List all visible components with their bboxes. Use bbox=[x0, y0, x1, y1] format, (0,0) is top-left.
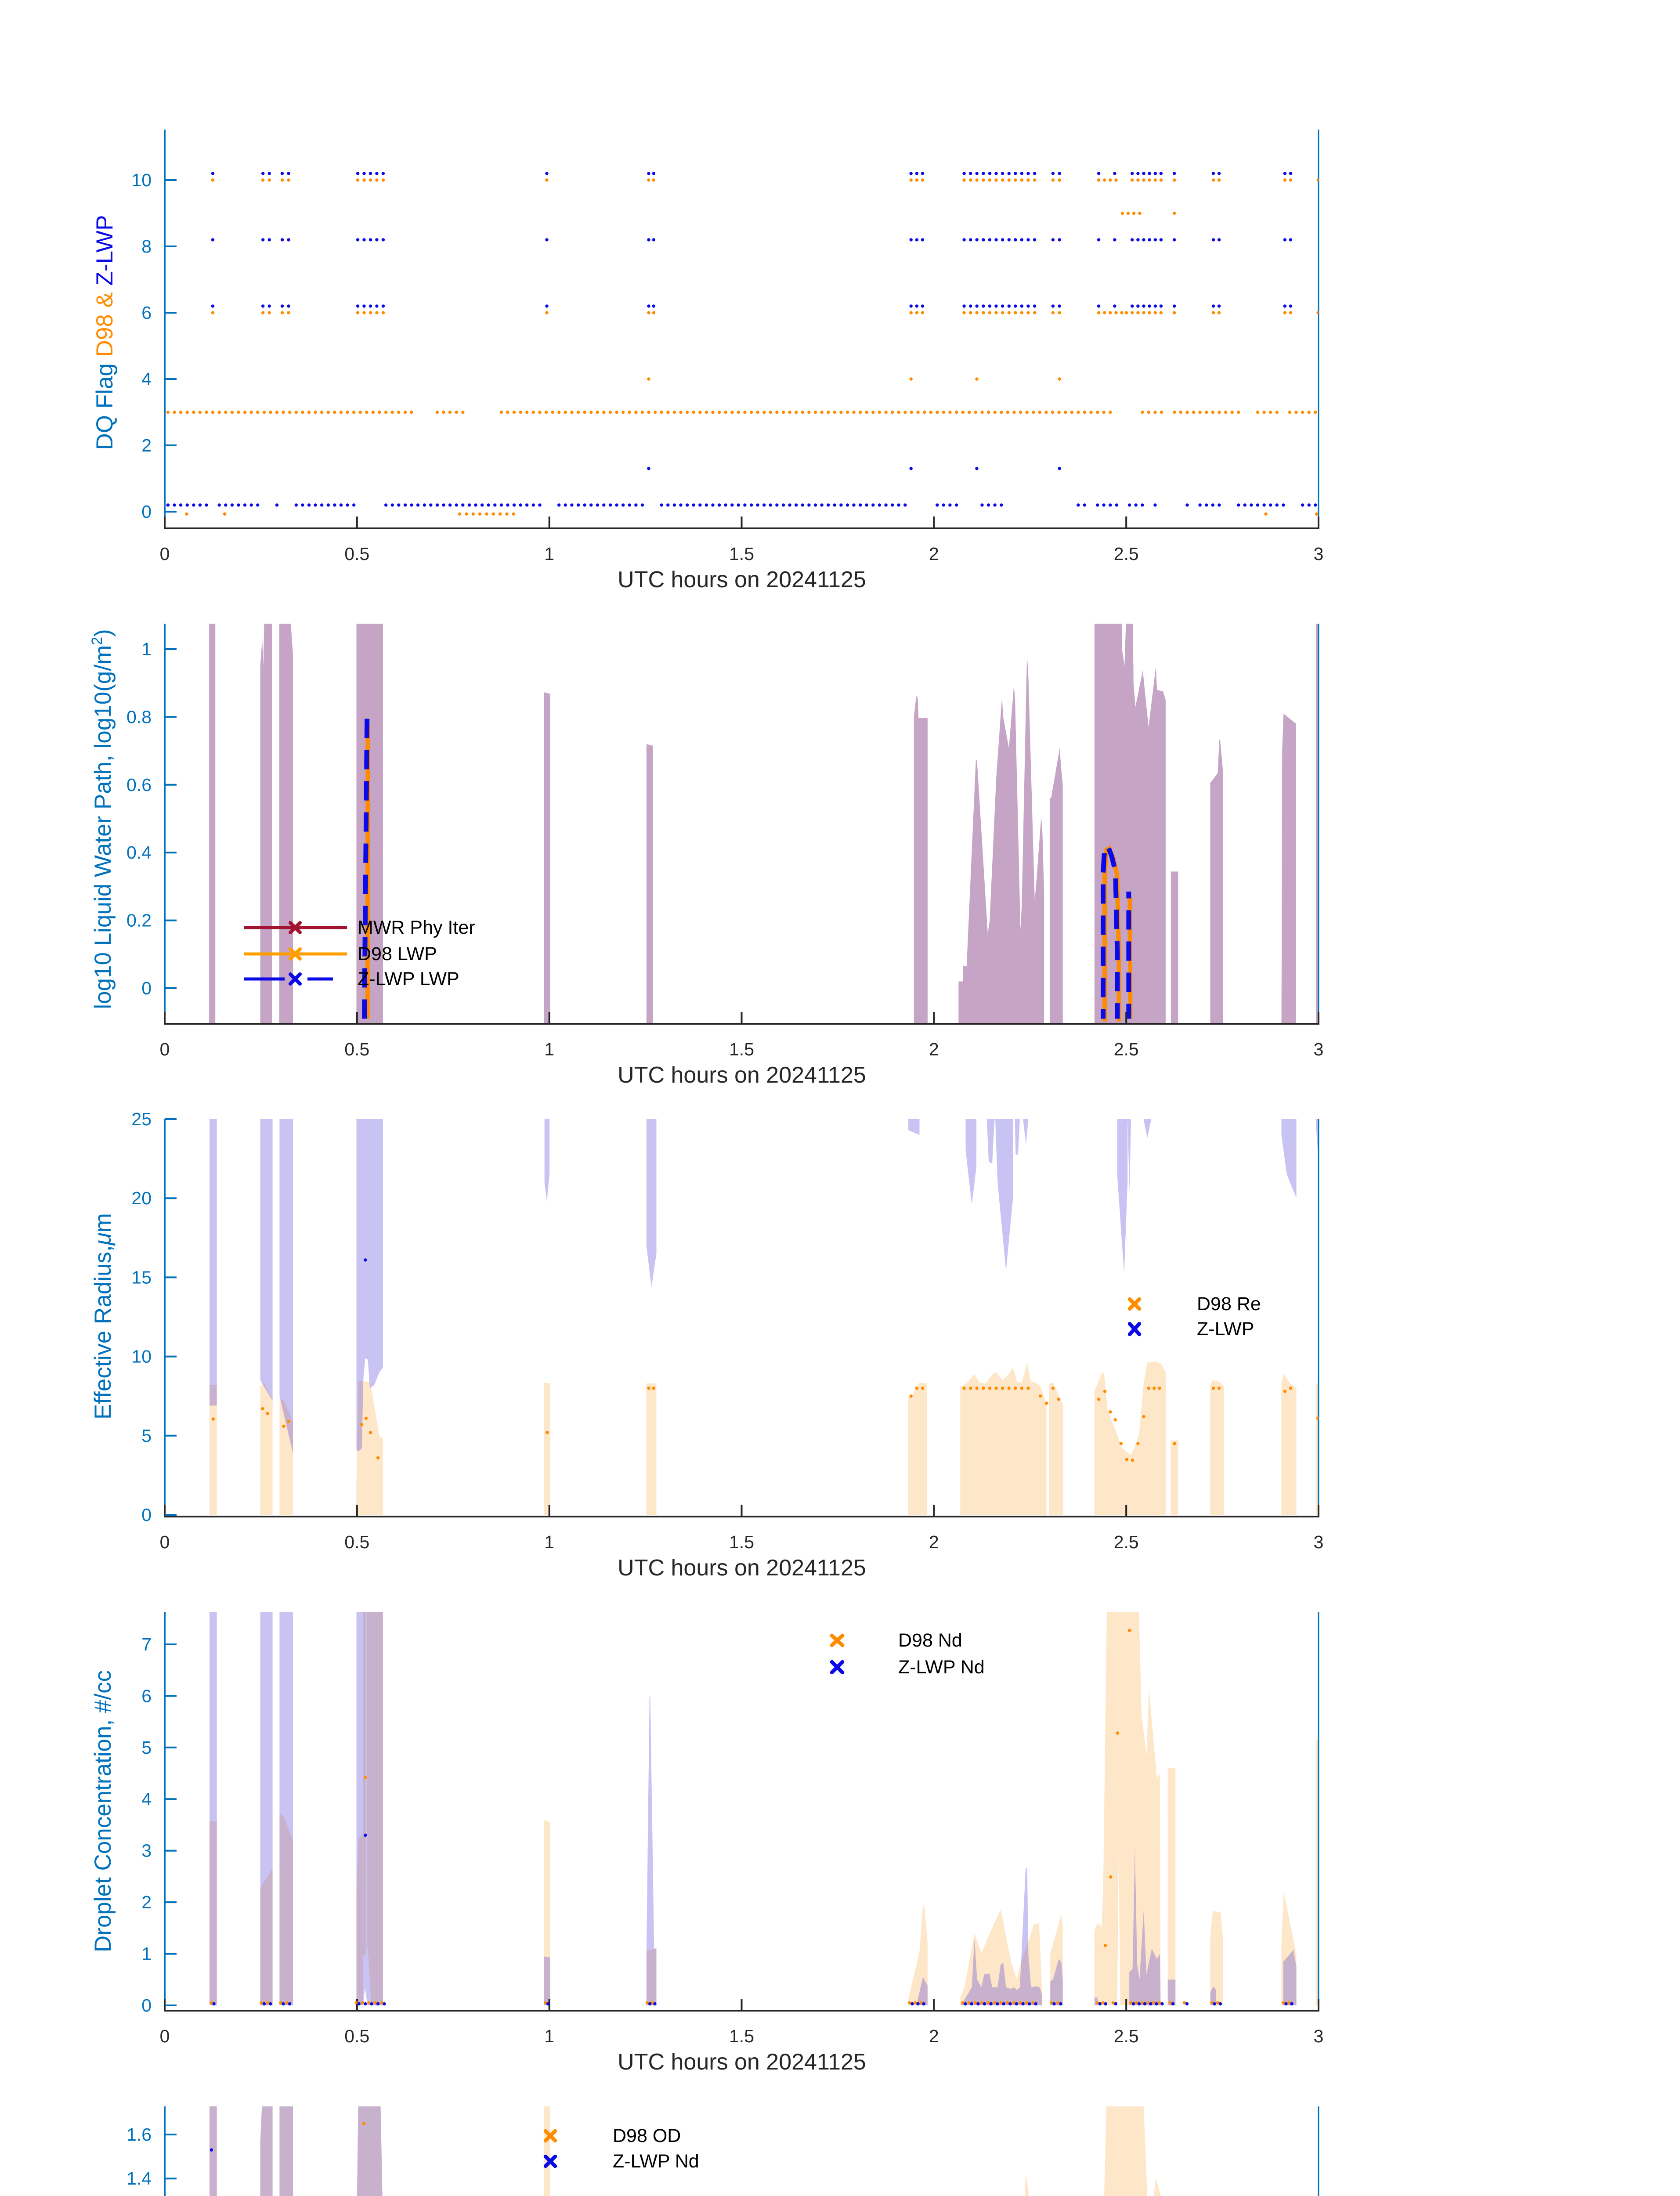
svg-text:1.6: 1.6 bbox=[126, 2124, 152, 2145]
svg-text:7: 7 bbox=[141, 1634, 152, 1654]
svg-text:Z-LWP: Z-LWP bbox=[1197, 1318, 1254, 1340]
svg-text:0: 0 bbox=[160, 2026, 170, 2046]
svg-text:1: 1 bbox=[141, 639, 152, 659]
svg-text:D98 Nd: D98 Nd bbox=[898, 1630, 962, 1651]
svg-text:0.5: 0.5 bbox=[344, 2026, 369, 2046]
svg-text:0: 0 bbox=[160, 1532, 170, 1552]
svg-text:UTC hours on 20241125: UTC hours on 20241125 bbox=[618, 1062, 866, 1088]
svg-text:6: 6 bbox=[141, 303, 152, 323]
svg-text:1.5: 1.5 bbox=[729, 1039, 754, 1059]
svg-text:6: 6 bbox=[141, 1686, 152, 1706]
svg-text:0.6: 0.6 bbox=[126, 775, 152, 795]
svg-text:2: 2 bbox=[141, 1892, 152, 1912]
svg-text:2.5: 2.5 bbox=[1114, 1039, 1139, 1059]
svg-text:0: 0 bbox=[160, 544, 170, 564]
svg-text:Droplet Concentration, #/cc: Droplet Concentration, #/cc bbox=[90, 1670, 116, 1952]
svg-text:25: 25 bbox=[131, 1109, 152, 1129]
svg-text:0.8: 0.8 bbox=[126, 707, 152, 727]
svg-text:1.5: 1.5 bbox=[729, 1532, 754, 1552]
svg-text:2: 2 bbox=[929, 2026, 939, 2046]
svg-text:Z-LWP LWP: Z-LWP LWP bbox=[358, 968, 459, 990]
svg-text:1: 1 bbox=[544, 1532, 554, 1552]
svg-text:10: 10 bbox=[131, 1347, 152, 1367]
svg-text:D98 OD: D98 OD bbox=[613, 2125, 681, 2146]
svg-text:1: 1 bbox=[544, 2026, 554, 2046]
svg-text:UTC hours on 20241125: UTC hours on 20241125 bbox=[618, 1555, 866, 1581]
svg-text:0.5: 0.5 bbox=[344, 1039, 369, 1059]
svg-text:Effective Radius,μm: Effective Radius,μm bbox=[90, 1213, 116, 1419]
svg-text:D98 LWP: D98 LWP bbox=[358, 943, 437, 964]
svg-text:2: 2 bbox=[929, 1039, 939, 1059]
svg-text:2.5: 2.5 bbox=[1114, 1532, 1139, 1552]
svg-text:5: 5 bbox=[141, 1426, 152, 1446]
svg-text:DQ Flag D98 & Z-LWP: DQ Flag D98 & Z-LWP bbox=[92, 215, 118, 450]
svg-text:2: 2 bbox=[929, 1532, 939, 1552]
svg-text:2.5: 2.5 bbox=[1114, 544, 1139, 564]
svg-text:3: 3 bbox=[141, 1841, 152, 1861]
svg-text:UTC hours on 20241125: UTC hours on 20241125 bbox=[618, 2049, 866, 2075]
svg-text:1: 1 bbox=[141, 1944, 152, 1964]
svg-text:8: 8 bbox=[141, 236, 152, 256]
svg-text:2: 2 bbox=[141, 435, 152, 455]
svg-text:0.5: 0.5 bbox=[344, 1532, 369, 1552]
svg-text:2: 2 bbox=[929, 544, 939, 564]
svg-text:log10 Liquid Water Path, log10: log10 Liquid Water Path, log10(g/m2) bbox=[89, 629, 116, 1009]
svg-text:MWR Phy Iter: MWR Phy Iter bbox=[358, 917, 475, 938]
svg-text:0: 0 bbox=[141, 502, 152, 522]
svg-text:0: 0 bbox=[160, 1039, 170, 1059]
svg-text:UTC hours on 20241125: UTC hours on 20241125 bbox=[618, 567, 866, 592]
svg-text:D98 Re: D98 Re bbox=[1197, 1293, 1261, 1315]
svg-text:0.5: 0.5 bbox=[344, 544, 369, 564]
svg-text:2.5: 2.5 bbox=[1114, 2026, 1139, 2046]
svg-text:Z-LWP Nd: Z-LWP Nd bbox=[613, 2151, 699, 2172]
svg-text:3: 3 bbox=[1314, 2026, 1324, 2046]
svg-text:0.4: 0.4 bbox=[126, 842, 152, 863]
svg-text:10: 10 bbox=[131, 170, 152, 190]
svg-text:1.4: 1.4 bbox=[126, 2168, 152, 2189]
svg-text:20: 20 bbox=[131, 1188, 152, 1208]
svg-text:3: 3 bbox=[1314, 1039, 1324, 1059]
svg-text:4: 4 bbox=[141, 369, 152, 389]
svg-text:4: 4 bbox=[141, 1789, 152, 1809]
svg-text:1: 1 bbox=[544, 544, 554, 564]
svg-text:0: 0 bbox=[141, 1995, 152, 2015]
svg-text:1: 1 bbox=[544, 1039, 554, 1059]
svg-text:15: 15 bbox=[131, 1267, 152, 1287]
svg-text:1.5: 1.5 bbox=[729, 544, 754, 564]
svg-text:0.2: 0.2 bbox=[126, 910, 152, 931]
svg-text:1.5: 1.5 bbox=[729, 2026, 754, 2046]
svg-text:5: 5 bbox=[141, 1737, 152, 1758]
svg-text:0: 0 bbox=[141, 978, 152, 998]
svg-text:3: 3 bbox=[1314, 544, 1324, 564]
svg-text:0: 0 bbox=[141, 1505, 152, 1525]
svg-text:3: 3 bbox=[1314, 1532, 1324, 1552]
svg-text:Z-LWP Nd: Z-LWP Nd bbox=[898, 1657, 985, 1678]
